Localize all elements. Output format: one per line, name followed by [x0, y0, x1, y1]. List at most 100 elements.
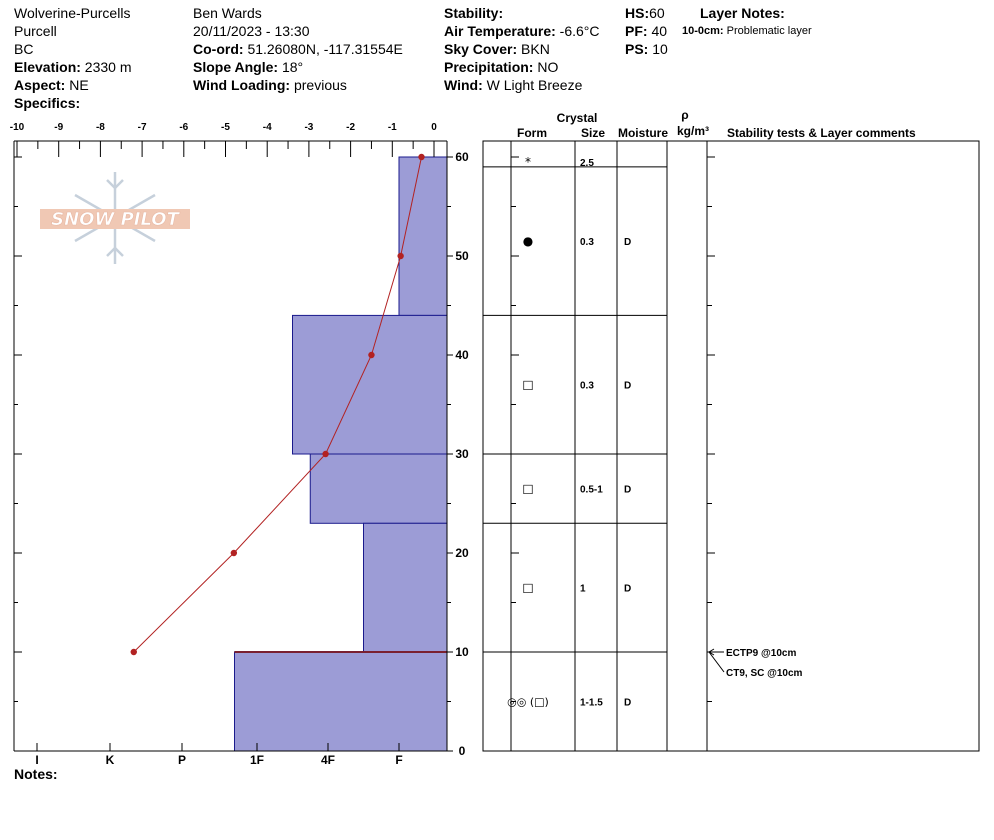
crystal-size: 0.5-1	[580, 485, 603, 496]
pf: PF: 40	[625, 23, 668, 39]
hardness-tick-label: K	[106, 753, 115, 767]
height-tick-label: 0	[459, 744, 466, 758]
hardness-bar	[234, 651, 448, 752]
crystal-size: 2.5	[580, 158, 594, 169]
logo-text: SNOW PILOT	[51, 209, 180, 230]
temp-tick-label: -4	[263, 122, 272, 133]
layer-note: 10-0cm: Problematic layer	[682, 25, 812, 37]
slope-angle: Slope Angle: 18°	[193, 59, 304, 75]
hardness-axis: I K P 1F 4F F	[35, 743, 403, 767]
hardness-tick-label: I	[35, 753, 38, 767]
layer-notes-title: Layer Notes:	[700, 5, 785, 21]
crystal-form: □	[522, 378, 533, 392]
temp-tick-label: -8	[96, 122, 105, 133]
datetime: 20/11/2023 - 13:30	[193, 23, 310, 39]
aspect: Aspect: NE	[14, 77, 89, 93]
temp-tick-label: -6	[179, 122, 188, 133]
temp-tick-label: -3	[304, 122, 313, 133]
ps: PS: 10	[625, 41, 668, 57]
crystal-form: □	[522, 482, 533, 496]
test-pointer	[708, 651, 725, 673]
air-temperature: Air Temperature: -6.6°C	[444, 23, 600, 39]
temp-tick-label: -2	[346, 122, 355, 133]
stability-tests: ECTP9 @10cm CT9, SC @10cm	[708, 648, 803, 679]
hardness-bars	[234, 156, 448, 752]
hardness-bar	[309, 453, 448, 524]
crystal-form: ●	[523, 234, 533, 248]
notes-label: Notes:	[14, 766, 58, 782]
col-size: Size	[581, 126, 605, 140]
hardness-tick-label: 1F	[250, 753, 264, 767]
col-density-unit: kg/m³	[677, 124, 709, 138]
height-tick-label: 40	[455, 348, 469, 362]
temperature-point	[368, 351, 375, 359]
height-axis: 0 10 20 30 40 50 60	[14, 150, 469, 758]
temperature-point	[322, 450, 329, 458]
hardness-bar	[363, 522, 448, 653]
stability-test: CT9, SC @10cm	[726, 668, 803, 679]
header-middle: Ben Wards 20/11/2023 - 13:30 Co-ord: 51.…	[193, 4, 403, 94]
temperature-point	[230, 549, 238, 557]
arrow-head-icon	[708, 648, 715, 656]
region: BC	[14, 41, 34, 57]
layer-table	[482, 140, 980, 752]
hardness-bar	[398, 156, 448, 316]
location: Wolverine-Purcells	[14, 5, 131, 21]
crystal-size: 0.3	[580, 381, 594, 392]
col-comments: Stability tests & Layer comments	[727, 126, 916, 140]
col-moisture: Moisture	[618, 126, 668, 140]
moisture: D	[624, 584, 631, 595]
moisture: D	[624, 698, 631, 709]
temperature-point	[130, 648, 137, 656]
temperature-point	[418, 153, 425, 161]
precipitation: Precipitation: NO	[444, 59, 559, 75]
temp-tick-label: -7	[138, 122, 147, 133]
hs: HS:60	[625, 5, 665, 21]
temperature-point	[397, 252, 404, 260]
height-tick-label: 50	[455, 249, 469, 263]
temp-tick-label: -9	[54, 122, 63, 133]
col-rho: ρ	[681, 108, 688, 122]
snowpilot-logo: SNOW PILOT	[40, 172, 190, 264]
temperature-axis: -10 -9 -8 -7 -6 -5 -4 -3 -2 -1 0	[10, 122, 437, 157]
crystal-form: *	[525, 155, 531, 169]
height-tick-label: 60	[455, 150, 469, 164]
stability-test: ECTP9 @10cm	[726, 648, 796, 659]
stability: Stability:	[444, 5, 504, 21]
wind: Wind: W Light Breeze	[444, 77, 583, 93]
header-depths: HS:60 PF: 40 PS: 10	[625, 4, 668, 58]
moisture: D	[624, 381, 631, 392]
moisture: D	[624, 485, 631, 496]
crystal-size: 0.3	[580, 237, 594, 248]
temperature-points	[130, 153, 425, 656]
temp-tick-label: 0	[431, 122, 437, 133]
temp-tick-label: -1	[388, 122, 397, 133]
layer-rows: * 2.5 ● 0.3 D □ 0.3 D □ 0.5-1 D □ 1 D ◎◎ (□) 1-1.5 D	[483, 155, 667, 752]
hardness-tick-label: 4F	[321, 753, 335, 767]
height-tick-label: 10	[455, 645, 469, 659]
crystal-size: 1-1.5	[580, 698, 603, 709]
col-form: Form	[517, 126, 547, 140]
height-tick-label: 30	[455, 447, 469, 461]
wind-loading: Wind Loading: previous	[193, 77, 347, 93]
range: Purcell	[14, 23, 57, 39]
hardness-bar	[292, 314, 448, 455]
header-weather: Stability: Air Temperature: -6.6°C Sky C…	[444, 4, 600, 94]
temp-tick-label: -10	[10, 122, 25, 133]
moisture: D	[624, 237, 631, 248]
crystal-form: ◎◎ (□)	[507, 696, 549, 709]
crystal-size: 1	[580, 584, 586, 595]
crystal-form: □	[522, 581, 533, 595]
sky-cover: Sky Cover: BKN	[444, 41, 550, 57]
observer: Ben Wards	[193, 5, 262, 21]
specifics: Specifics:	[14, 95, 81, 111]
coordinates: Co-ord: 51.26080N, -117.31554E	[193, 41, 403, 57]
hardness-tick-label: P	[178, 753, 186, 767]
temp-tick-label: -5	[221, 122, 230, 133]
header-left: Wolverine-Purcells Purcell BC Elevation:…	[14, 4, 132, 112]
elevation: Elevation: 2330 m	[14, 59, 132, 75]
col-crystal: Crystal	[557, 111, 598, 125]
hardness-tick-label: F	[395, 753, 402, 767]
temperature-profile-line	[133, 156, 422, 653]
